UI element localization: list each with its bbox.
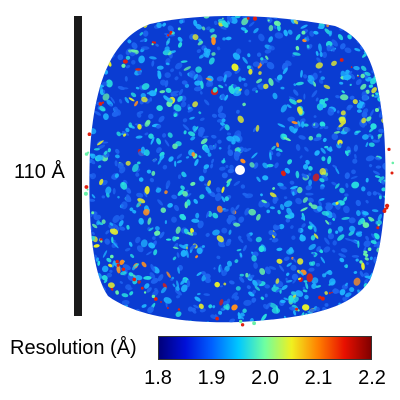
map-edge-speckles: [83, 16, 395, 327]
colorbar-tick-0: 1.8: [144, 367, 172, 389]
center-pore: [235, 165, 245, 175]
resolution-density-map: [83, 15, 395, 327]
colorbar-title: Resolution (Å): [10, 337, 137, 359]
colorbar-tick-3: 2.1: [304, 367, 333, 389]
colorbar-tick-4: 2.2: [358, 367, 386, 389]
scale-bar-label: 110 Å: [14, 161, 65, 183]
colorbar-tick-2: 2.0: [251, 367, 279, 389]
scale-bar: [74, 16, 82, 316]
resolution-colorbar: [158, 336, 372, 360]
colorbar-tick-1: 1.9: [197, 367, 226, 389]
